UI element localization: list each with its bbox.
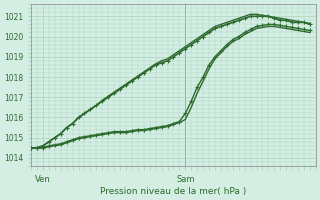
X-axis label: Pression niveau de la mer( hPa ): Pression niveau de la mer( hPa ) bbox=[100, 187, 247, 196]
